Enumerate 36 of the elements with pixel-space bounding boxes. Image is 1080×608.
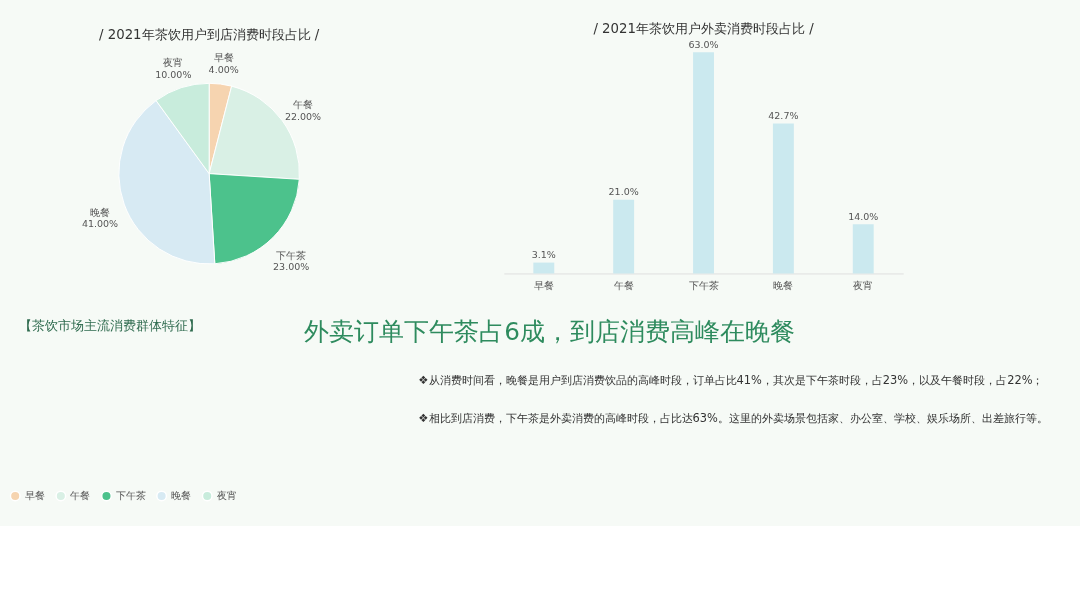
data-label: 21.0%	[608, 185, 639, 197]
legend-label: 夜宵	[216, 489, 237, 501]
data-label: 4.00%	[208, 63, 239, 75]
slice-label: 晚餐	[90, 206, 111, 218]
text: 【茶饮市场主流消费群体特征】	[19, 317, 202, 333]
legend-label: 午餐	[70, 489, 91, 501]
x-tick-label: 下午茶	[688, 280, 719, 292]
text: 外卖订单下午茶占6成，到店消费高峰在晚餐	[304, 317, 795, 347]
bar	[613, 199, 635, 274]
data-label: 14.0%	[848, 210, 879, 222]
x-tick-label: 早餐	[533, 280, 554, 292]
slice-label: 夜宵	[163, 57, 184, 69]
chart-title: / 2021年茶饮用户到店消费时段占比 /	[99, 26, 320, 42]
x-tick-label: 午餐	[613, 280, 634, 292]
bar	[852, 224, 874, 274]
legend-label: 晚餐	[171, 489, 192, 501]
slice-label: 早餐	[213, 52, 234, 64]
x-tick-label: 晚餐	[773, 280, 794, 292]
slice-label: 午餐	[292, 99, 313, 111]
data-label: 63.0%	[688, 38, 719, 50]
data-label: 42.7%	[768, 109, 799, 121]
data-label: 10.00%	[155, 68, 192, 80]
slice-label: 下午茶	[276, 249, 307, 261]
x-tick-label: 夜宵	[853, 280, 874, 292]
data-label: 41.00%	[81, 218, 119, 230]
data-label: 22.00%	[284, 110, 322, 122]
data-label: 23.00%	[273, 260, 310, 272]
bar	[533, 262, 555, 274]
text: ❖从消费时间看，晚餐是用户到店消费饮品的高峰时段，订单占比41%，其次是下午茶时段，占23%，以及午餐时段，占22%；	[418, 372, 1044, 387]
chart-title: / 2021年茶饮用户外卖消费时段占比 /	[593, 21, 815, 37]
legend-label: 早餐	[24, 489, 45, 501]
bar	[772, 123, 794, 274]
legend-label: 下午茶	[115, 489, 146, 501]
bar	[693, 52, 714, 274]
data-label: 3.1%	[531, 248, 556, 260]
text: ❖相比到店消费，下午茶是外卖消费的高峰时段，占比达63%。这里的外卖场景包括家、办公室、学校、娱乐场所、出差旅行等。	[418, 410, 1048, 425]
